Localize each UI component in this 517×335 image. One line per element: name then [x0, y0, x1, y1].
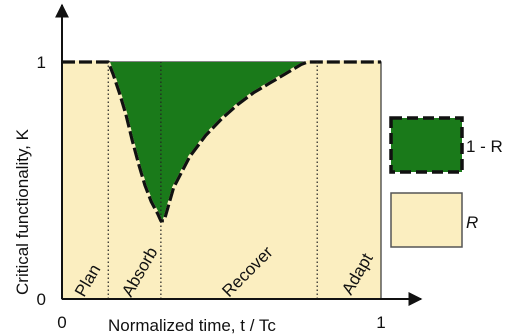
functionality-curve	[62, 60, 381, 223]
legend-label-resilience: R	[466, 213, 478, 232]
y-tick-label-0: 0	[37, 290, 46, 309]
legend-swatch-resilience	[390, 192, 463, 248]
plot-area	[61, 60, 382, 300]
legend: 1 - R R	[389, 116, 503, 248]
x-tick-label-1: 1	[376, 313, 385, 332]
loss-area	[62, 62, 381, 221]
y-axis-label: Critical functionality, K	[13, 128, 32, 295]
y-tick-label-1: 1	[37, 53, 46, 72]
x-tick-label-0: 0	[57, 313, 66, 332]
legend-label-loss: 1 - R	[466, 137, 503, 156]
axes	[55, 3, 423, 306]
legend-swatch-loss	[389, 116, 464, 174]
x-axis-label: Normalized time, t / Tc	[108, 316, 276, 335]
